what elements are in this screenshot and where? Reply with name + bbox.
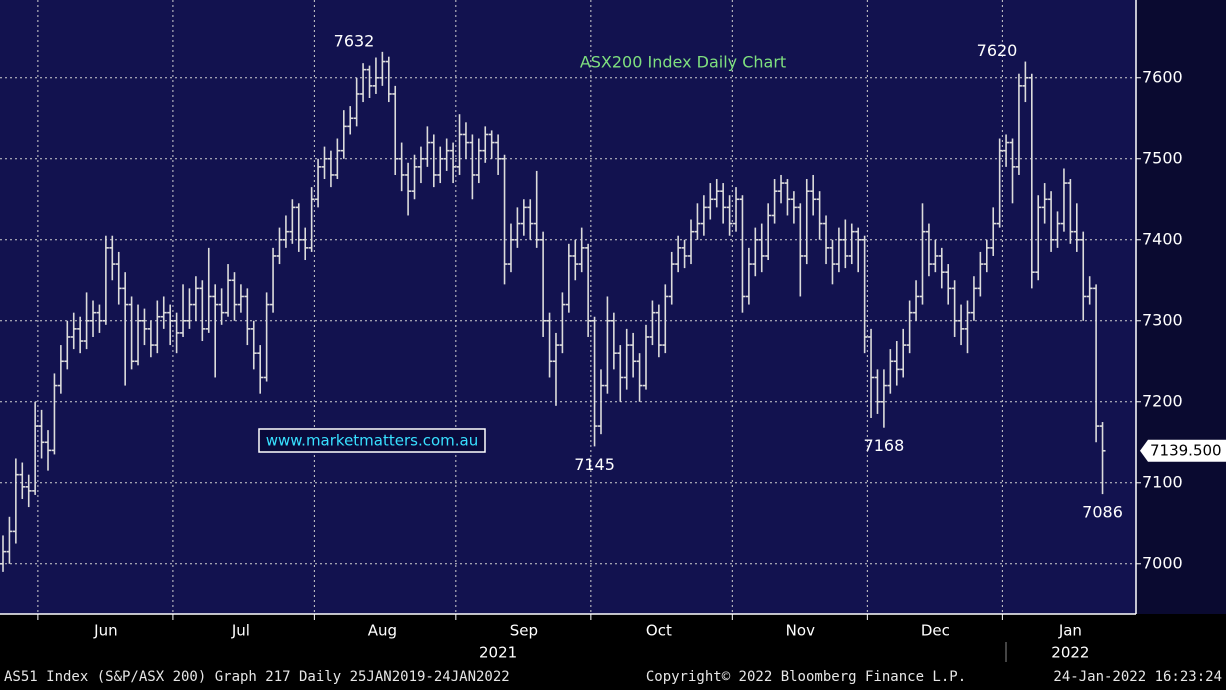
last-price-box <box>1140 439 1226 462</box>
watermark-box <box>258 428 486 453</box>
y-tick-label: 7400 <box>1142 229 1183 248</box>
footer-center: Copyright© 2022 Bloomberg Finance L.P. <box>646 669 966 685</box>
x-tick-label: Jun <box>93 622 117 640</box>
annotation: 7145 <box>574 455 615 474</box>
annotation: 7632 <box>334 31 375 50</box>
x-tick-label: Aug <box>368 622 397 640</box>
grid <box>0 0 1136 614</box>
x-tick-label: Nov <box>786 622 815 640</box>
y-tick-label: 7600 <box>1142 67 1183 86</box>
x-year-label: 2022 <box>1051 644 1089 662</box>
x-tick-label: Sep <box>510 622 538 640</box>
axis-area <box>1136 0 1226 614</box>
y-tick-label: 7500 <box>1142 148 1183 167</box>
bars <box>0 51 1106 572</box>
last-price-label: 7139.500 <box>1150 441 1222 459</box>
annotation: 7086 <box>1082 503 1123 522</box>
y-tick-label: 7100 <box>1142 472 1183 491</box>
x-tick-label: Oct <box>646 622 672 640</box>
x-tick-label: Dec <box>921 622 950 640</box>
annotation: 7620 <box>977 41 1018 60</box>
footer-right: 24-Jan-2022 16:23:24 <box>1053 669 1222 685</box>
x-tick-label: Jul <box>231 622 250 640</box>
x-tick-label: Jan <box>1058 622 1082 640</box>
x-year-label: 2021 <box>479 644 517 662</box>
footer-left: AS51 Index (S&P/ASX 200) Graph 217 Daily… <box>4 669 510 685</box>
annotation: 7168 <box>864 436 905 455</box>
watermark: www.marketmatters.com.au <box>266 432 478 450</box>
y-tick-label: 7300 <box>1142 310 1183 329</box>
y-tick-label: 7200 <box>1142 391 1183 410</box>
y-tick-label: 7000 <box>1142 553 1183 572</box>
chart-title: ASX200 Index Daily Chart <box>580 53 786 72</box>
